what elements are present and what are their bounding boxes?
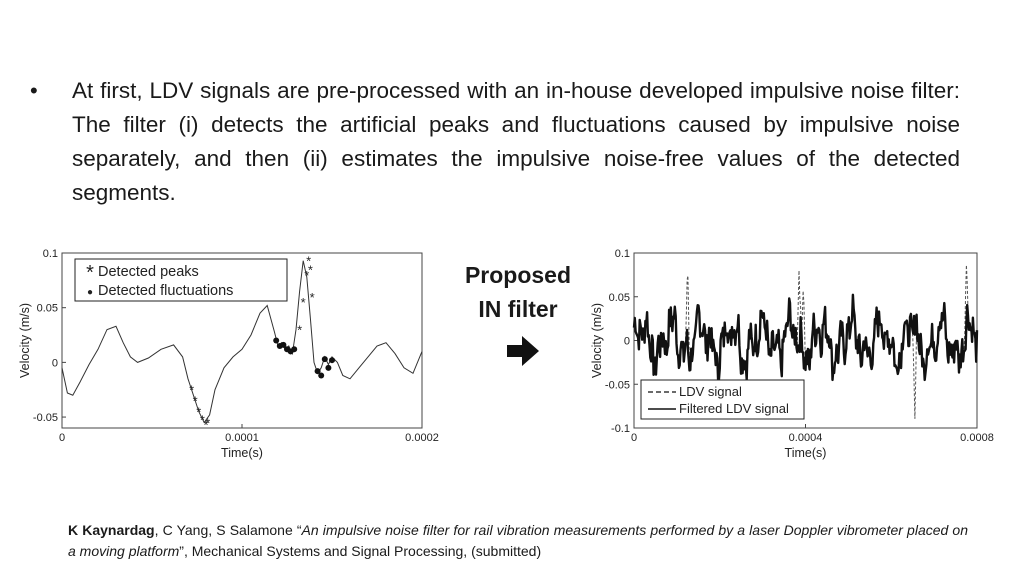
y-tick-label: 0.05 [37,303,58,315]
fluctuation-marker [321,356,328,363]
fluctuation-marker [318,372,325,379]
peak-marker: * [205,416,210,431]
legend-box [640,379,805,420]
legend: * Detected peaks ● Detected fluctuations [74,258,288,302]
fluctuation-marker [314,368,321,375]
citation: K Kaynardag, C Yang, S Salamone “An impu… [68,520,968,562]
x-tick-label: 0.0001 [225,432,259,444]
legend-marker: * [86,262,94,284]
citation-title: An impulsive noise filter for rail vibra… [68,522,968,559]
peak-marker: * [189,383,194,398]
y-tick-label: 0.1 [43,248,58,260]
right-arrow-icon [507,336,539,366]
peak-marker: * [306,254,311,269]
legend-box [74,258,288,302]
y-axis-label: Velocity (m/s) [590,303,604,378]
x-tick-label: 0.0008 [960,432,994,444]
chart-filtered-signal: 0 0.0004 0.0008 -0.1 -0.05 0 0.05 0.1 Time(s) Vel… [590,248,994,460]
x-tick-label: 0 [59,432,65,444]
x-tick-label: 0 [631,432,637,444]
fluctuation-marker [280,341,287,348]
filter-label: Proposed IN filter [448,258,588,326]
series-signal-line [61,260,423,424]
y-tick-label: -0.05 [605,379,630,391]
x-axis-label: Time(s) [221,446,263,460]
y-tick-label: 0 [52,357,58,369]
chart-detected-segments: 0 0.0001 0.0002-0.0500.050.1Time(s)Velocit… [18,248,439,460]
citation-journal: ”, Mechanical Systems and Signal Process… [179,543,542,559]
y-tick-label: -0.1 [611,423,630,435]
x-axis-label: Time(s) [785,446,827,460]
y-tick-label: 0.1 [615,248,630,260]
x-tick-label: 0.0002 [405,432,439,444]
legend-label: LDV signal [679,384,742,399]
fluctuation-marker [291,346,298,353]
filter-label-line1: Proposed [464,262,572,288]
bullet-marker: • [30,78,38,103]
y-tick-label: -0.05 [33,412,58,424]
fluctuation-marker [329,357,335,364]
legend-marker: ● [87,287,93,298]
bullet-block: • At first, LDV signals are pre-processe… [30,74,960,210]
y-tick-label: 0 [624,336,630,348]
legend-label: Detected fluctuations [98,283,233,299]
peak-marker: * [308,262,313,277]
fluctuation-marker [325,364,332,371]
legend-label: Detected peaks [98,264,199,280]
peak-marker: * [310,290,315,305]
peak-marker: * [196,405,201,420]
fluctuation-marker [273,337,280,344]
peak-marker: * [297,323,302,338]
legend-label: Filtered LDV signal [679,401,789,416]
peak-marker: * [203,418,208,433]
peak-marker: * [304,268,309,283]
peak-marker: * [200,412,205,427]
legend: LDV signal Filtered LDV signal [640,379,805,420]
series-filtered-signal [632,293,979,382]
y-axis-label: Velocity (m/s) [18,303,32,378]
filter-label-line2: IN filter [478,296,558,322]
x-tick-label: 0.0004 [789,432,823,444]
y-tick-label: 0.05 [609,292,630,304]
peak-marker: * [301,295,306,310]
citation-lead-author: K Kaynardag [68,522,155,538]
citation-authors: , C Yang, S Salamone “ [154,522,302,538]
bullet-text: At first, LDV signals are pre-processed … [72,78,960,205]
peak-marker: * [193,394,198,409]
